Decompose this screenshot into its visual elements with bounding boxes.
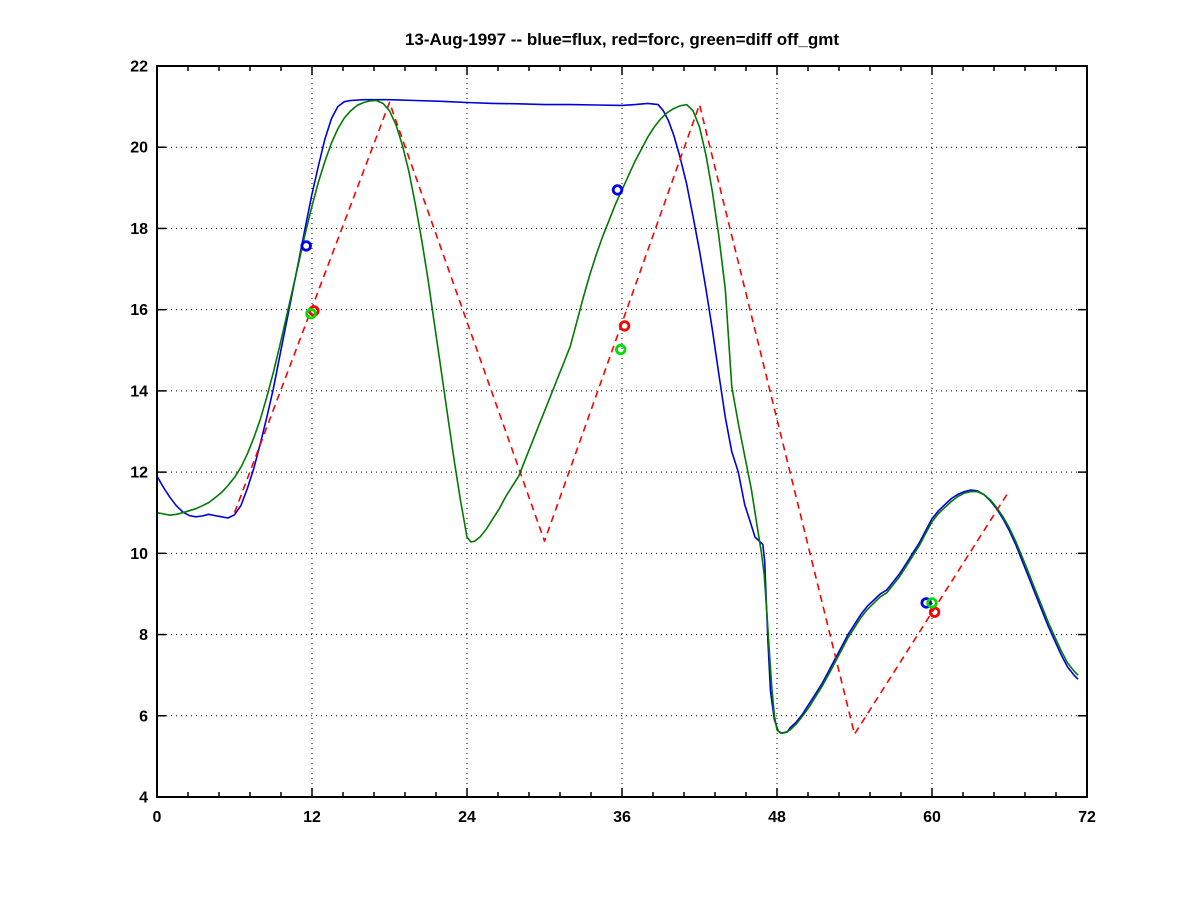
y-tick-label: 12 — [130, 465, 148, 482]
y-tick-label: 14 — [130, 383, 148, 400]
y-tick-label: 22 — [130, 59, 148, 76]
y-tick-label: 16 — [130, 302, 148, 319]
marker-forc-obs — [928, 606, 941, 618]
series-forc-line — [233, 101, 1011, 735]
axis-ticks — [156, 65, 1088, 798]
x-tick-label: 72 — [1078, 809, 1096, 826]
series-flux-line — [156, 98, 1079, 735]
y-tick-label: 8 — [139, 627, 148, 644]
y-tick-label: 20 — [130, 140, 148, 157]
y-tick-label: 18 — [130, 221, 148, 238]
marker-flux-obs — [300, 240, 312, 252]
marker-diff-obs — [305, 308, 317, 320]
y-tick-label: 4 — [139, 790, 148, 807]
marker-diff-obs — [926, 597, 938, 609]
x-tick-label: 12 — [303, 809, 321, 826]
y-tick-label: 6 — [139, 708, 148, 725]
axes-frame — [156, 65, 1088, 798]
x-tick-label: 36 — [613, 809, 631, 826]
marker-diff-obs — [615, 343, 627, 356]
chart-title: 13-Aug-1997 -- blue=flux, red=forc, gree… — [404, 30, 840, 49]
marker-flux-obs — [611, 184, 624, 196]
y-tick-label: 10 — [130, 546, 148, 563]
x-tick-label: 24 — [458, 809, 476, 826]
x-tick-label: 0 — [153, 809, 162, 826]
x-tick-label: 48 — [768, 809, 786, 826]
tick-labels: 0 12 24 36 48 60 72 4 6 8 10 12 14 16 18 20 22 — [130, 59, 1096, 827]
marker-flux-obs — [920, 597, 932, 609]
grid — [161, 68, 1085, 795]
series-diff-line — [156, 99, 1079, 735]
x-tick-label: 60 — [923, 809, 941, 826]
marker-forc-obs — [618, 320, 631, 332]
